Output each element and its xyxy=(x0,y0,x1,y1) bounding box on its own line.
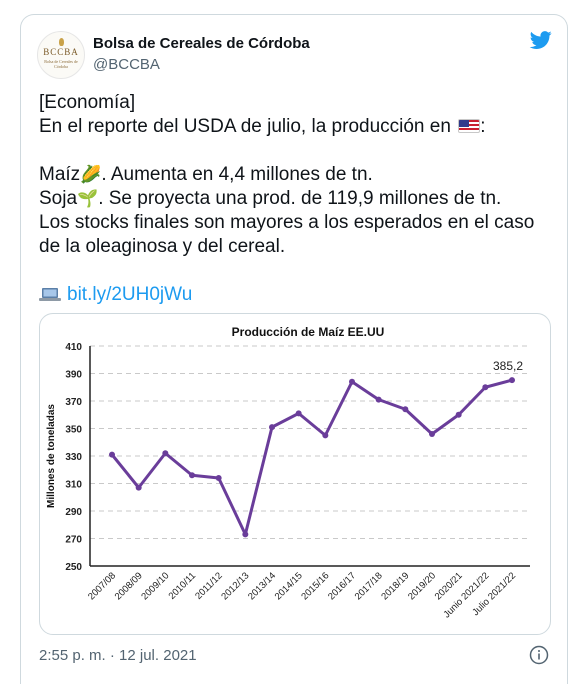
tweet-line-report: En el reporte del USDA de julio, la prod… xyxy=(39,115,559,139)
tweet-line-maiz: Maíz🌽. Aumenta en 4,4 millones de tn. xyxy=(39,163,559,187)
tweet-card: BCCBA Bolsa de Cereales de Córdoba Bolsa… xyxy=(20,14,568,684)
maiz-label: Maíz xyxy=(39,164,81,185)
data-point xyxy=(322,432,329,439)
y-tick-label: 290 xyxy=(65,507,82,518)
data-point xyxy=(402,406,409,413)
tweet-text: [Economía] En el reporte del USDA de jul… xyxy=(39,91,559,307)
data-point xyxy=(109,451,115,458)
chart-title: Producción de Maíz EE.UU xyxy=(232,325,385,339)
x-tick-label: 2016/17 xyxy=(326,570,358,602)
y-tick-label: 370 xyxy=(65,397,82,408)
x-tick-label: 2008/09 xyxy=(113,570,145,602)
data-point xyxy=(162,450,169,457)
x-tick-label: 2018/19 xyxy=(379,570,411,602)
y-tick-label: 410 xyxy=(65,342,82,353)
x-tick-label: 2019/20 xyxy=(406,570,438,602)
x-tick-label: 2007/08 xyxy=(86,570,118,602)
author-handle[interactable]: @BCCBA xyxy=(93,56,160,73)
data-point xyxy=(349,378,355,385)
y-tick-label: 390 xyxy=(65,370,82,381)
y-tick-label: 310 xyxy=(65,480,82,491)
tweet-line-report-colon: : xyxy=(480,116,486,137)
x-tick-label: 2009/10 xyxy=(139,570,171,602)
short-link[interactable]: bit.ly/2UH0jWu xyxy=(67,284,193,305)
tweet-line-section: [Economía] xyxy=(39,92,136,113)
x-tick-label: 2013/14 xyxy=(246,570,278,602)
avatar-logo-text: BCCBA xyxy=(43,47,79,57)
x-tick-label: 2017/18 xyxy=(353,570,385,602)
data-label: 385,2 xyxy=(493,359,523,373)
tweet-line-report-text: En el reporte del USDA de julio, la prod… xyxy=(39,116,451,137)
us-flag-icon xyxy=(458,119,481,133)
maiz-text: . Aumenta en 4,4 millones de tn. xyxy=(101,164,373,185)
soja-text: . Se proyecta una prod. de 119,9 millone… xyxy=(98,188,502,209)
tweet-line-link: bit.ly/2UH0jWu xyxy=(39,283,559,307)
data-point xyxy=(189,472,195,479)
corn-production-chart: Producción de Maíz EE.UU 250 270 290 310 330 3… xyxy=(46,325,530,620)
data-point xyxy=(375,396,382,403)
author-name[interactable]: Bolsa de Cereales de Córdoba xyxy=(93,35,310,52)
x-tick-label: 2010/11 xyxy=(167,570,199,602)
data-point xyxy=(509,377,515,384)
x-tick-label: 2014/15 xyxy=(273,570,305,602)
x-tick-label: 2015/16 xyxy=(299,570,331,602)
wheat-icon xyxy=(59,38,64,46)
tweet-line-stocks: Los stocks finales son mayores a los esp… xyxy=(39,212,535,233)
avatar[interactable]: BCCBA Bolsa de Cereales de Córdoba xyxy=(37,31,85,79)
y-axis-label: Millones de toneladas xyxy=(46,404,57,508)
tweet-line-soja: Soja🌱. Se proyecta una prod. de 119,9 mi… xyxy=(39,187,559,211)
y-tick-label: 330 xyxy=(65,452,82,463)
corn-icon: 🌽 xyxy=(80,165,102,184)
data-point xyxy=(242,531,249,538)
y-tick-label: 270 xyxy=(65,535,82,546)
data-point xyxy=(429,431,435,437)
twitter-bird-icon[interactable] xyxy=(529,29,553,51)
data-point xyxy=(269,424,275,431)
x-tick-label: 2011/12 xyxy=(193,570,225,602)
data-point xyxy=(482,384,489,391)
tweet-line-stocks-2: de la oleaginosa y del cereal. xyxy=(39,236,286,257)
series-line xyxy=(110,378,513,536)
timestamp[interactable]: 2:55 p. m. · 12 jul. 2021 xyxy=(39,647,197,664)
seedling-icon: 🌱 xyxy=(77,189,99,208)
paragraph-gap xyxy=(39,139,559,163)
data-point xyxy=(215,475,222,481)
y-tick-label: 250 xyxy=(65,562,82,573)
laptop-icon xyxy=(39,288,61,301)
avatar-logo-subtext: Bolsa de Cereales de Córdoba xyxy=(44,59,78,69)
info-icon[interactable] xyxy=(529,645,549,665)
data-point xyxy=(135,484,142,491)
data-point xyxy=(295,410,302,417)
paragraph-gap xyxy=(39,259,559,283)
y-tick-label: 350 xyxy=(65,425,82,436)
soja-label: Soja xyxy=(39,188,78,209)
data-point xyxy=(455,411,462,418)
chart-image[interactable]: Producción de Maíz EE.UU 250 270 290 310 330 3… xyxy=(39,313,551,635)
x-tick-label: 2012/13 xyxy=(219,570,251,602)
